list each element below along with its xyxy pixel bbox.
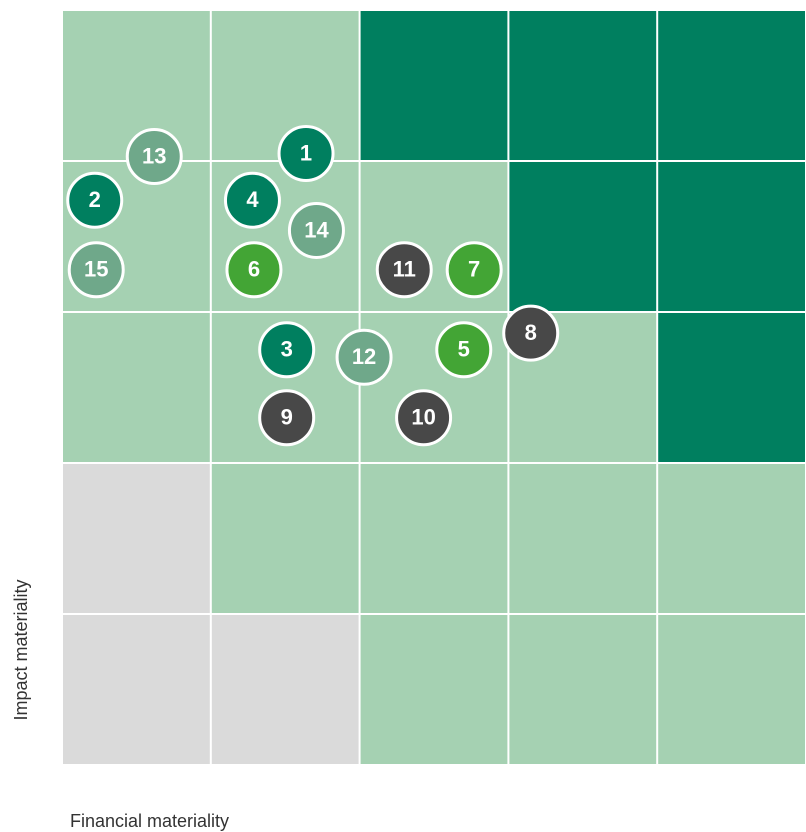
zone-cell — [658, 464, 805, 613]
point-label: 8 — [525, 320, 537, 345]
zone-cell — [211, 615, 359, 764]
point — [502, 304, 560, 362]
point-label: 7 — [468, 257, 480, 282]
zone-cell — [63, 464, 210, 613]
zone-cell — [211, 464, 359, 613]
zone-grid — [63, 11, 805, 764]
point — [223, 171, 281, 229]
point-label: 15 — [84, 257, 108, 282]
zone-cell — [509, 615, 657, 764]
point-label: 1 — [300, 140, 312, 165]
point-label: 9 — [281, 405, 293, 430]
zone-cell — [360, 615, 508, 764]
zone-cell — [63, 313, 210, 462]
point-label: 12 — [352, 344, 376, 369]
point-label: 13 — [142, 143, 166, 168]
point-label: 3 — [281, 337, 293, 362]
zone-cell — [658, 615, 805, 764]
zone-cell — [360, 464, 508, 613]
point — [287, 201, 345, 259]
point — [258, 389, 316, 447]
y-axis-label: Impact materiality — [11, 579, 31, 720]
zone-cell — [509, 464, 657, 613]
point-label: 10 — [411, 405, 435, 430]
point — [66, 171, 124, 229]
point — [445, 241, 503, 299]
zone-cell — [658, 162, 805, 311]
point-label: 11 — [393, 257, 416, 282]
point-label: 14 — [304, 217, 329, 242]
point-label: 6 — [248, 257, 260, 282]
point-label: 5 — [458, 337, 470, 362]
point — [125, 127, 183, 185]
point — [67, 241, 125, 299]
point — [335, 328, 393, 386]
point-label: 2 — [89, 187, 101, 212]
point-label: 4 — [246, 187, 259, 212]
point — [395, 389, 453, 447]
point — [435, 321, 493, 379]
zone-cell — [63, 615, 210, 764]
point — [277, 124, 335, 182]
zone-cell — [509, 162, 657, 311]
point — [225, 241, 283, 299]
x-axis-label: Financial materiality — [70, 811, 229, 831]
zone-cell — [658, 11, 805, 160]
point — [258, 321, 316, 379]
zone-cell — [658, 313, 805, 462]
zone-cell — [509, 11, 657, 160]
zone-cell — [360, 11, 508, 160]
point — [375, 241, 433, 299]
